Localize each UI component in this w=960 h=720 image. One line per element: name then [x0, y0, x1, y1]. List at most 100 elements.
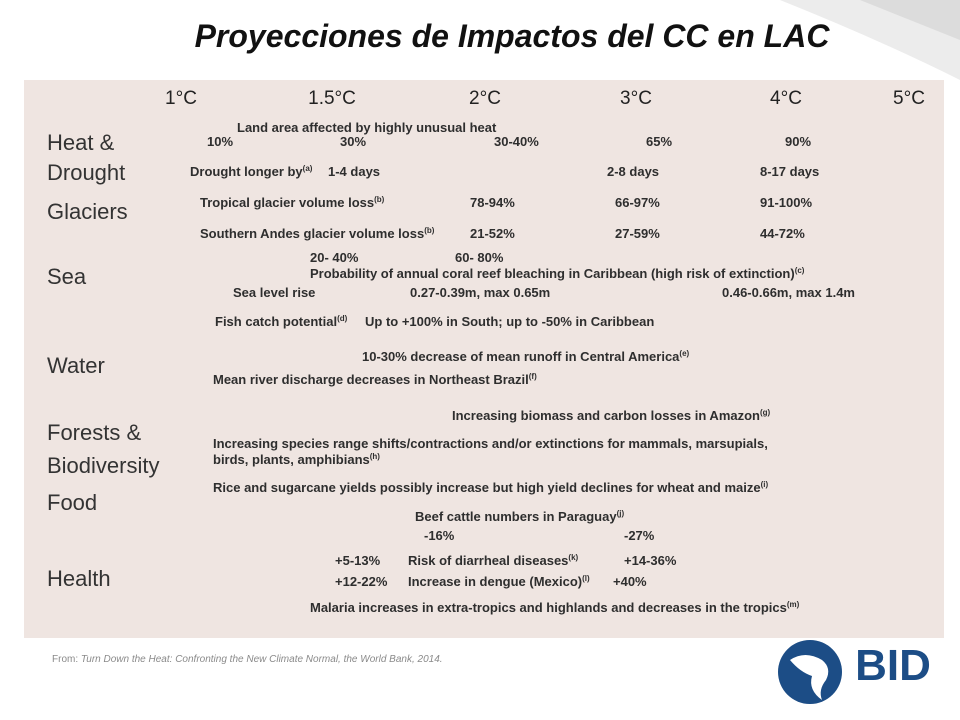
row-label: Drought	[47, 160, 125, 185]
item-main: Malaria increases in extra-tropics and h…	[310, 600, 787, 615]
item-main: 60- 80%	[455, 250, 504, 265]
item-main: Increasing species range shifts/contract…	[213, 436, 768, 451]
item-main: 21-52%	[470, 226, 515, 241]
item-text: Increasing species range shifts/contract…	[213, 436, 768, 451]
item-main: Tropical glacier volume loss	[200, 195, 374, 210]
item-main: 10%	[207, 134, 233, 149]
item-text: Probability of annual coral reef bleachi…	[310, 266, 805, 281]
item-text: 30%	[340, 134, 366, 149]
row-label: Biodiversity	[47, 453, 159, 478]
item-text: 21-52%	[470, 226, 515, 241]
item-main: 8-17 days	[760, 164, 819, 179]
temperature: 1.5°C	[308, 88, 356, 109]
row-label: Forests &	[47, 420, 141, 445]
item-main: 30-40%	[494, 134, 539, 149]
item-note: (d)	[337, 314, 348, 323]
row-label: Food	[47, 490, 97, 515]
item-text: 44-72%	[760, 226, 805, 241]
item-text: 10%	[207, 134, 233, 149]
item-note: (f)	[529, 372, 537, 381]
logo-shape	[790, 655, 829, 700]
item-note: (l)	[582, 574, 590, 583]
item-main: 1-4 days	[328, 164, 380, 179]
item-main: 27-59%	[615, 226, 660, 241]
item-text: +14-36%	[624, 553, 677, 568]
item-text: Malaria increases in extra-tropics and h…	[310, 600, 800, 615]
item-main: Increasing biomass and carbon losses in …	[452, 408, 760, 423]
item-text: Increase in dengue (Mexico)(l)	[408, 574, 590, 589]
item-main: 20- 40%	[310, 250, 359, 265]
item-text: 91-100%	[760, 195, 812, 210]
source-prefix: From:	[52, 654, 78, 665]
item-text: -16%	[424, 528, 455, 543]
item-main: Land area affected by highly unusual hea…	[237, 120, 497, 135]
item-text: +40%	[613, 574, 647, 589]
item-main: Southern Andes glacier volume loss	[200, 226, 424, 241]
item-note: (j)	[617, 509, 625, 518]
row-label: Health	[47, 566, 111, 591]
item-main: 30%	[340, 134, 366, 149]
item-main: +5-13%	[335, 553, 381, 568]
item-note: (a)	[303, 164, 313, 173]
temperature: 5°C	[893, 88, 925, 109]
item-text: Up to +100% in South; up to -50% in Cari…	[365, 314, 654, 329]
item-text: Risk of diarrheal diseases(k)	[408, 553, 579, 568]
item-main: Drought longer by	[190, 164, 303, 179]
item-text: 1-4 days	[328, 164, 380, 179]
row-label: Heat &	[47, 130, 115, 155]
item-note: (b)	[424, 226, 435, 235]
item-text: Beef cattle numbers in Paraguay(j)	[415, 509, 624, 524]
item-text: 0.46-0.66m, max 1.4m	[722, 285, 855, 300]
item-main: Rice and sugarcane yields possibly incre…	[213, 480, 761, 495]
item-text: Fish catch potential(d)	[215, 314, 348, 329]
temperature: 4°C	[770, 88, 802, 109]
item-main: Sea level rise	[233, 285, 315, 300]
item-main: +14-36%	[624, 553, 677, 568]
item-text: Mean river discharge decreases in Northe…	[213, 372, 537, 387]
item-text: 90%	[785, 134, 811, 149]
item-main: 90%	[785, 134, 811, 149]
item-note: (m)	[787, 600, 800, 609]
item-main: -27%	[624, 528, 655, 543]
panel	[24, 80, 944, 638]
logo-text: BID	[855, 641, 931, 690]
item-main: 91-100%	[760, 195, 812, 210]
item-main: Probability of annual coral reef bleachi…	[310, 266, 795, 281]
row-label: Sea	[47, 264, 87, 289]
item-main: 44-72%	[760, 226, 805, 241]
item-text: +12-22%	[335, 574, 388, 589]
source: From: Turn Down the Heat: Confronting th…	[52, 654, 443, 665]
source-text: Turn Down the Heat: Confronting the New …	[81, 654, 443, 665]
item-note: (c)	[795, 266, 805, 275]
item-main: 2-8 days	[607, 164, 659, 179]
item-text: 65%	[646, 134, 672, 149]
item-main: +40%	[613, 574, 647, 589]
item-main: Mean river discharge decreases in Northe…	[213, 372, 529, 387]
item-main: 66-97%	[615, 195, 660, 210]
item-main: Risk of diarrheal diseases	[408, 553, 568, 568]
item-main: 65%	[646, 134, 672, 149]
item-note: (b)	[374, 195, 385, 204]
item-text: 0.27-0.39m, max 0.65m	[410, 285, 550, 300]
item-text: Drought longer by(a)	[190, 164, 313, 179]
item-note: (h)	[370, 452, 381, 461]
temperature: 3°C	[620, 88, 652, 109]
title: Proyecciones de Impactos del CC en LAC	[195, 18, 831, 54]
item-text: Tropical glacier volume loss(b)	[200, 195, 385, 210]
item-text: birds, plants, amphibians(h)	[213, 452, 380, 467]
item-text: +5-13%	[335, 553, 381, 568]
temperature: 1°C	[165, 88, 197, 109]
item-text: 2-8 days	[607, 164, 659, 179]
item-main: +12-22%	[335, 574, 388, 589]
item-main: 78-94%	[470, 195, 515, 210]
row-label: Glaciers	[47, 199, 128, 224]
item-text: Increasing biomass and carbon losses in …	[452, 408, 771, 423]
item-text: 10-30% decrease of mean runoff in Centra…	[362, 349, 690, 364]
item-main: birds, plants, amphibians	[213, 452, 370, 467]
item-text: 66-97%	[615, 195, 660, 210]
item-main: -16%	[424, 528, 455, 543]
row-label: Water	[47, 353, 105, 378]
item-note: (g)	[760, 408, 771, 417]
item-text: Land area affected by highly unusual hea…	[237, 120, 497, 135]
